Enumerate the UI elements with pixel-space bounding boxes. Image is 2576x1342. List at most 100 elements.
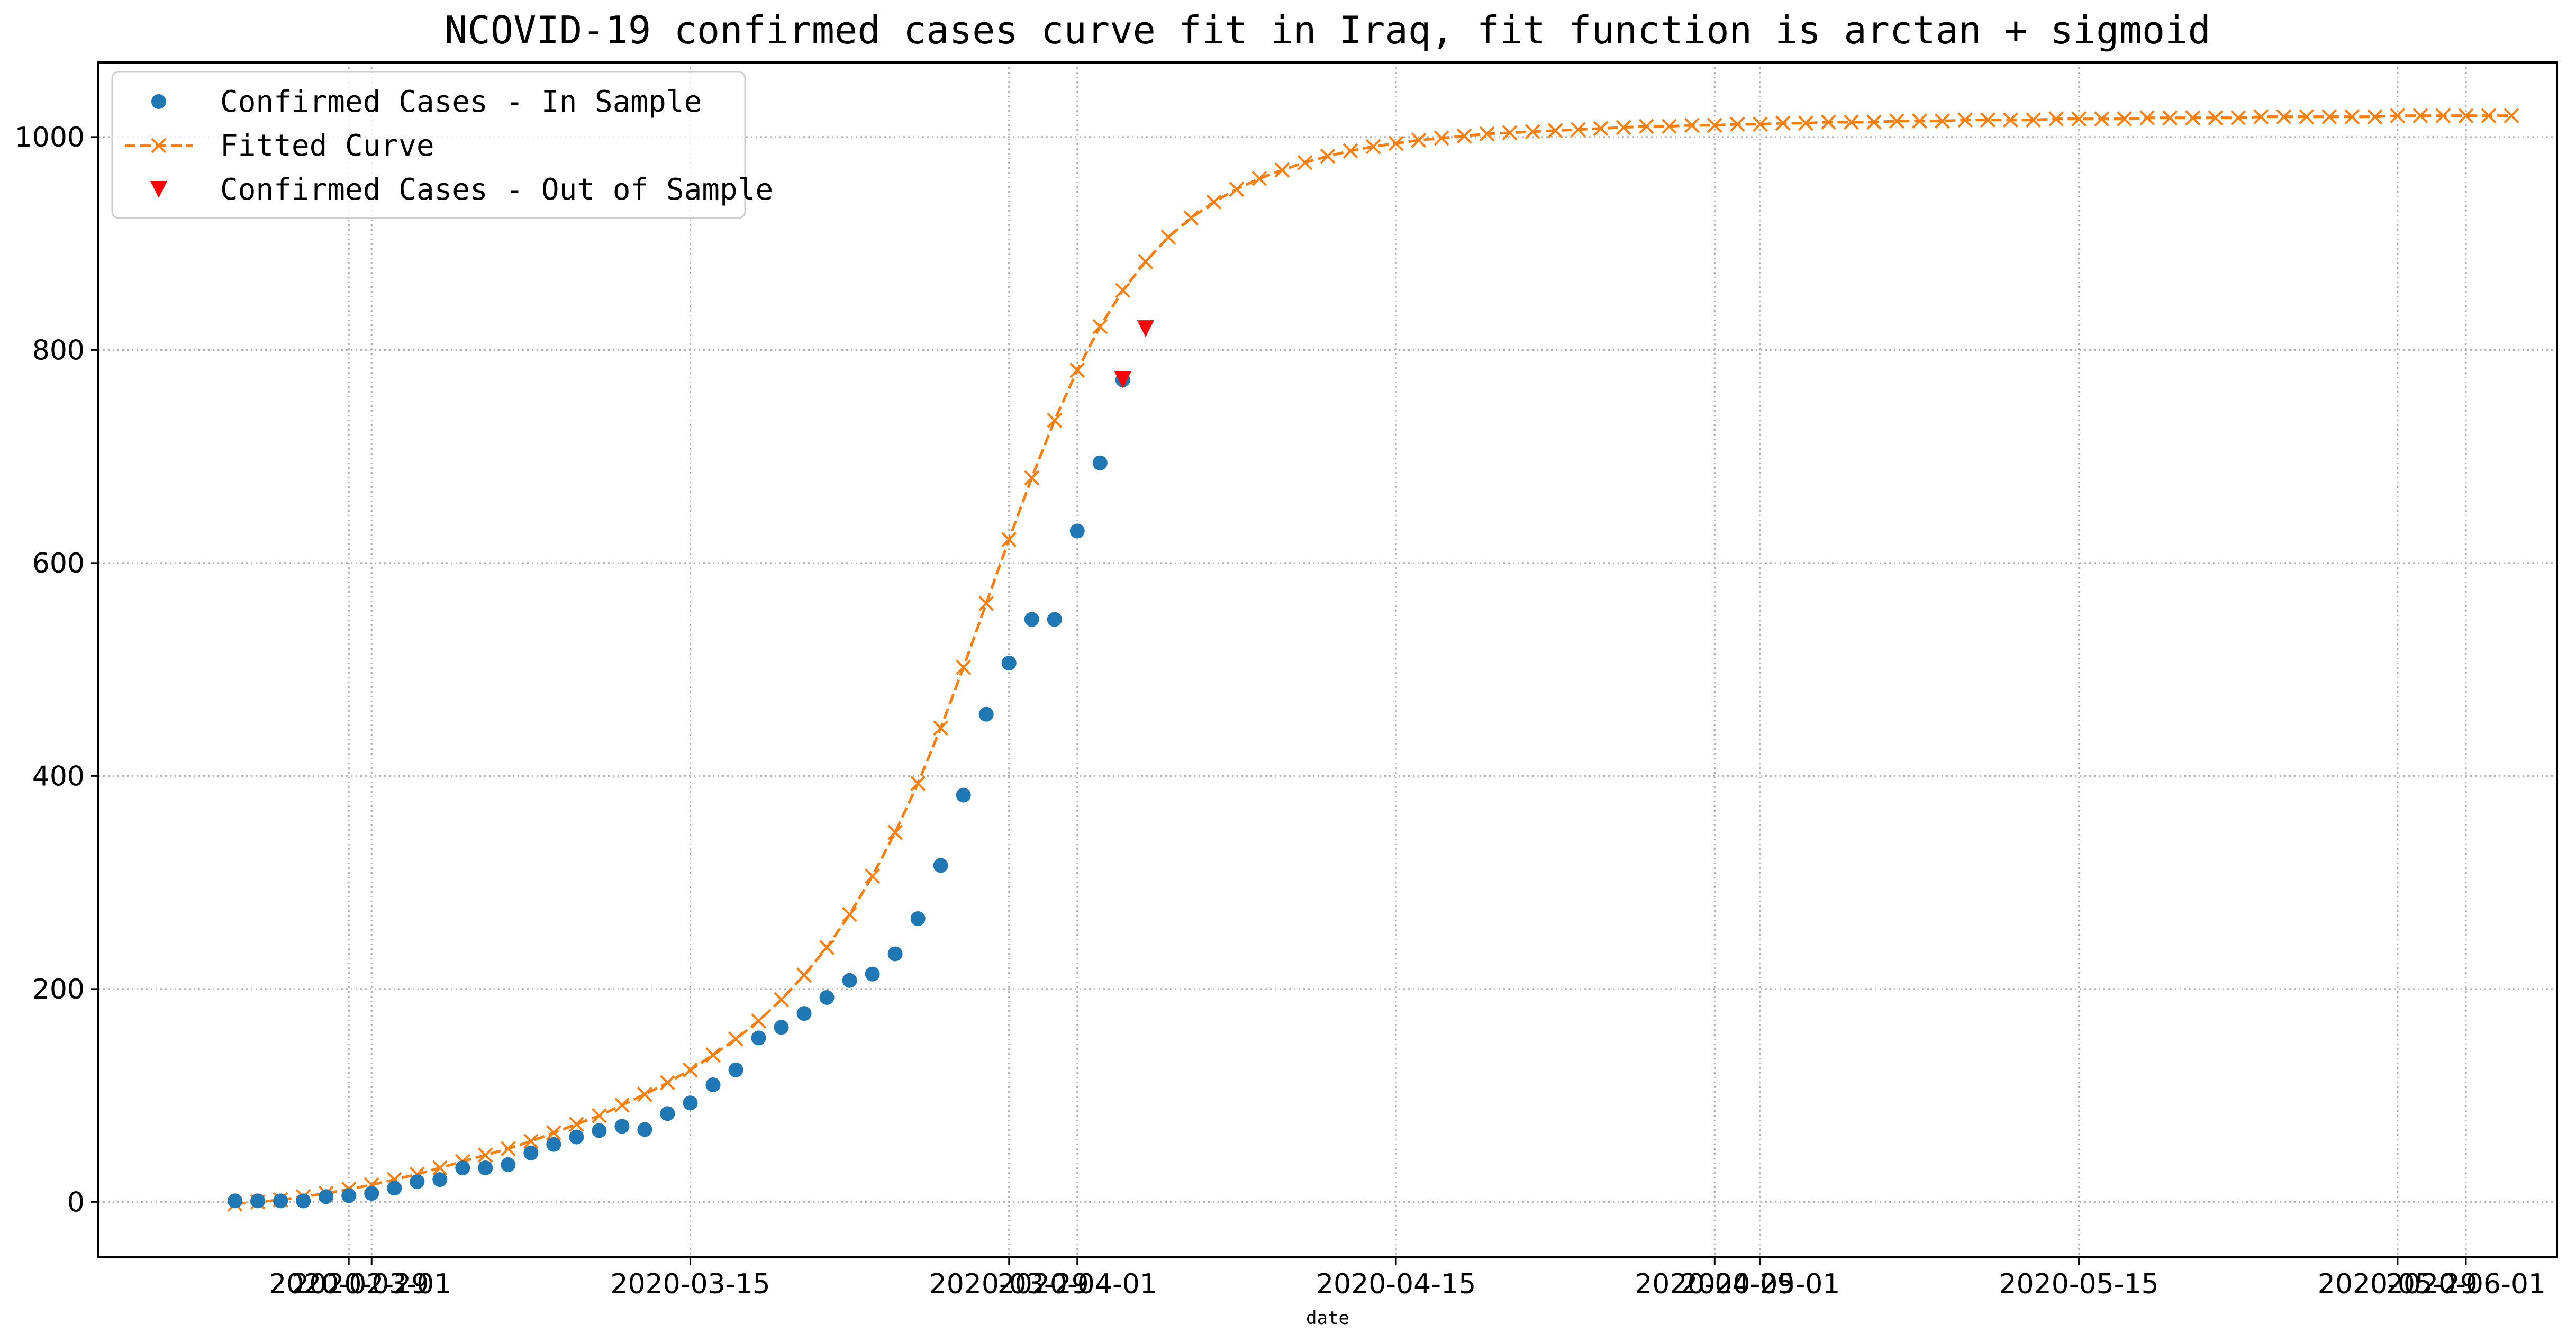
data-point <box>660 1106 675 1121</box>
data-point <box>1343 143 1358 159</box>
data-point <box>1092 455 1108 470</box>
data-point <box>1980 112 1996 128</box>
data-point <box>2230 110 2246 126</box>
data-point <box>819 990 835 1005</box>
plot-series <box>227 108 2519 1212</box>
data-point <box>910 776 926 791</box>
data-point <box>774 1020 789 1035</box>
data-point <box>1320 148 1336 164</box>
data-point <box>933 858 948 873</box>
data-point <box>569 1129 584 1145</box>
data-point <box>637 1086 652 1102</box>
data-point <box>2458 108 2474 124</box>
data-point <box>1820 114 1836 130</box>
data-point <box>2299 109 2315 125</box>
data-point <box>364 1186 379 1201</box>
data-point <box>455 1160 470 1175</box>
data-point <box>1684 117 1700 133</box>
data-point <box>2003 112 2018 128</box>
data-point <box>683 1062 698 1078</box>
data-point <box>432 1172 448 1187</box>
data-point <box>1297 155 1313 170</box>
data-point <box>751 1030 766 1046</box>
data-point <box>2253 109 2269 125</box>
data-point <box>728 1062 743 1077</box>
x-tick-label: 2020-04-01 <box>997 1268 1157 1300</box>
data-point <box>1115 283 1131 298</box>
data-point <box>1570 122 1586 138</box>
data-point <box>523 1145 539 1160</box>
x-tick-label: 2020-05-15 <box>1999 1268 2159 1300</box>
data-point <box>2048 111 2064 127</box>
data-point <box>273 1193 288 1209</box>
y-tick-label: 0 <box>67 1186 85 1218</box>
y-tick-label: 1000 <box>15 122 85 153</box>
legend-item: Fitted Curve <box>125 129 434 163</box>
data-point <box>1707 117 1722 133</box>
data-point <box>865 966 880 982</box>
data-point <box>751 1013 766 1029</box>
data-point <box>1502 125 1518 141</box>
data-point <box>2435 108 2451 124</box>
data-point <box>1001 656 1017 671</box>
data-point <box>1114 371 1131 388</box>
data-point <box>1616 120 1631 135</box>
y-tick-label: 800 <box>32 334 85 366</box>
data-point <box>1047 412 1063 428</box>
data-point <box>978 706 994 722</box>
data-point <box>956 787 971 803</box>
data-point <box>1137 320 1154 338</box>
data-point <box>1661 119 1677 134</box>
data-point <box>1935 113 1950 129</box>
x-tick-label: 2020-05-29 <box>2318 1268 2478 1300</box>
data-point <box>2071 111 2087 127</box>
data-point <box>2344 109 2360 125</box>
data-point <box>410 1174 425 1190</box>
data-point <box>796 1006 812 1021</box>
data-point <box>1274 162 1290 178</box>
legend-item: Confirmed Cases - In Sample <box>151 85 702 119</box>
data-point <box>1229 182 1245 197</box>
data-point <box>2481 108 2497 124</box>
data-point <box>2026 112 2041 128</box>
data-point <box>2367 109 2383 125</box>
data-point <box>705 1047 721 1063</box>
data-point <box>1957 112 1973 128</box>
data-point <box>1547 123 1563 139</box>
data-point <box>478 1160 493 1175</box>
data-point <box>887 824 903 840</box>
data-point <box>796 967 812 983</box>
data-point <box>819 939 835 955</box>
legend-label: Confirmed Cases - In Sample <box>220 85 702 119</box>
data-point <box>501 1157 516 1172</box>
data-point <box>1434 130 1449 146</box>
x-tick-label: 2020-02-29 <box>269 1268 429 1300</box>
x-tick-label: 2020-04-29 <box>1635 1268 1794 1300</box>
data-point <box>910 911 926 927</box>
data-point <box>1411 132 1427 148</box>
data-point <box>477 1147 493 1163</box>
data-point <box>614 1119 630 1134</box>
data-point <box>432 1160 448 1176</box>
x-tick-label: 2020-03-01 <box>292 1268 451 1300</box>
data-point <box>705 1077 721 1092</box>
data-point <box>2412 108 2428 124</box>
data-point <box>2185 110 2201 126</box>
legend-box <box>111 71 746 219</box>
data-point <box>1069 362 1085 378</box>
data-point <box>1593 121 1609 137</box>
data-point <box>1251 170 1267 186</box>
data-point <box>1456 128 1472 144</box>
data-point <box>1365 139 1381 155</box>
data-point <box>2139 110 2155 126</box>
series-2 <box>1114 320 1154 388</box>
data-point <box>842 906 858 922</box>
data-point <box>500 1141 516 1157</box>
data-point <box>1638 119 1654 134</box>
data-point <box>933 720 949 736</box>
x-tick-label: 2020-03-29 <box>929 1268 1089 1300</box>
y-tick-label: 200 <box>32 974 85 1005</box>
data-point <box>1844 114 1859 130</box>
